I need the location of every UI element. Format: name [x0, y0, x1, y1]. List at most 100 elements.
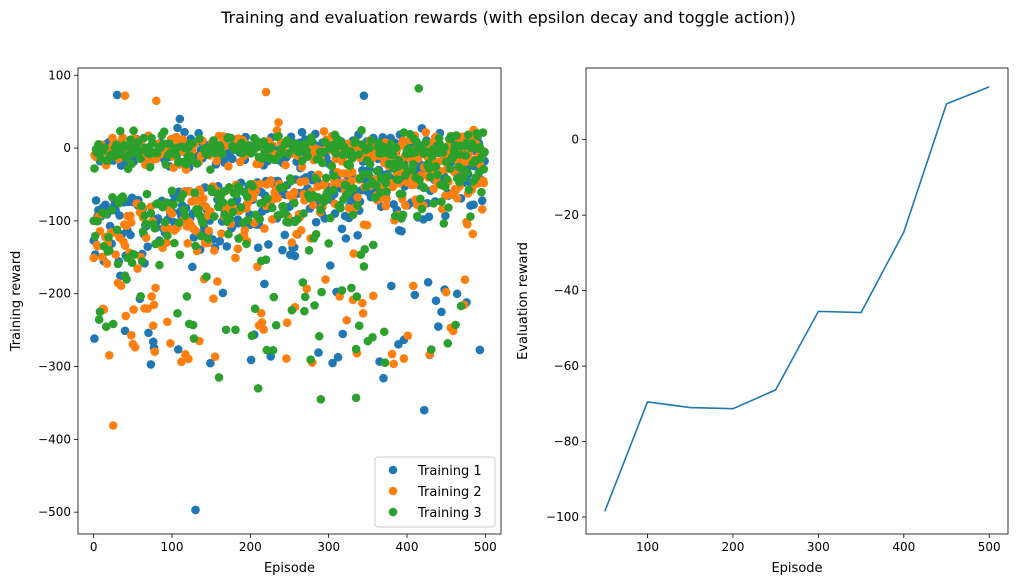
scatter-point: [126, 135, 135, 144]
scatter-point: [362, 220, 372, 230]
scatter-point: [113, 259, 123, 269]
scatter-point: [311, 173, 320, 183]
legend-label: Training 3: [417, 506, 482, 521]
scatter-point: [401, 201, 410, 210]
scatter-point: [206, 165, 215, 174]
scatter-point: [183, 239, 192, 248]
scatter-point: [134, 148, 144, 157]
scatter-point: [202, 272, 211, 281]
scatter-point: [354, 321, 364, 331]
scatter-point: [354, 150, 363, 159]
scatter-point: [439, 219, 449, 228]
scatter-point: [224, 162, 233, 171]
scatter-point: [112, 225, 122, 235]
scatter-point: [360, 245, 370, 254]
scatter-point: [173, 123, 182, 133]
legend-marker: [388, 486, 398, 496]
scatter-point: [210, 352, 220, 361]
scatter-point: [108, 319, 118, 329]
scatter-point: [353, 192, 362, 202]
scatter-point: [195, 134, 204, 143]
scatter-point: [231, 325, 240, 335]
scatter-point: [225, 214, 235, 223]
x-tick-label: 0: [90, 540, 98, 554]
scatter-point: [287, 238, 297, 247]
scatter-point: [324, 239, 333, 248]
scatter-point: [403, 331, 413, 340]
scatter-point: [410, 290, 420, 300]
scatter-point: [233, 244, 243, 254]
scatter-point: [297, 127, 307, 137]
x-tick-label: 400: [396, 540, 419, 554]
scatter-point: [231, 253, 240, 263]
scatter-point: [469, 200, 478, 209]
scatter-point: [290, 251, 300, 261]
scatter-point: [143, 304, 153, 313]
scatter-point: [342, 315, 351, 325]
scatter-point: [287, 305, 297, 315]
scatter-point: [147, 292, 156, 301]
scatter-point: [369, 291, 378, 301]
scatter-point: [105, 246, 114, 255]
scatter-point: [248, 181, 257, 191]
scatter-point: [451, 320, 460, 330]
scatter-point: [141, 219, 151, 229]
scatter-point: [209, 294, 218, 304]
x-tick-label: 500: [474, 540, 497, 554]
scatter-point: [142, 189, 152, 199]
scatter-point: [283, 149, 293, 158]
scatter-point: [349, 184, 359, 193]
scatter-point: [130, 250, 139, 259]
scatter-point: [259, 325, 268, 334]
scatter-point: [226, 133, 236, 143]
scatter-point: [278, 245, 287, 255]
series-3: [89, 84, 489, 404]
scatter-point: [328, 358, 337, 368]
scatter-point: [300, 177, 310, 186]
scatter-point: [434, 322, 443, 331]
scatter-point: [281, 209, 290, 218]
scatter-point: [101, 200, 110, 210]
scatter-point: [311, 217, 321, 227]
scatter-point: [240, 225, 250, 235]
scatter-point: [170, 238, 179, 248]
scatter-point: [150, 223, 160, 233]
scatter-point: [394, 175, 403, 185]
scatter-point: [280, 230, 290, 240]
scatter-point: [353, 201, 362, 210]
scatter-point: [319, 127, 329, 136]
scatter-point: [357, 126, 366, 135]
scatter-point: [341, 234, 351, 243]
scatter-point: [417, 204, 427, 214]
scatter-point: [299, 209, 308, 218]
scatter-point: [224, 229, 233, 239]
scatter-point: [322, 173, 331, 183]
scatter-point: [351, 393, 361, 403]
scatter-point: [159, 127, 169, 136]
scatter-point: [353, 230, 362, 240]
scatter-point: [155, 260, 164, 270]
scatter-point: [217, 229, 226, 238]
scatter-point: [351, 344, 361, 354]
scatter-point: [314, 331, 324, 341]
scatter-point: [173, 345, 183, 354]
scatter-point: [163, 317, 172, 327]
scatter-point: [192, 159, 202, 168]
scatter-point: [273, 193, 283, 203]
scatter-point: [242, 239, 251, 249]
scatter-point: [467, 139, 477, 148]
scatter-point: [364, 169, 373, 179]
scatter-point: [463, 220, 472, 229]
scatter-points: [89, 84, 489, 515]
scatter-point: [480, 147, 489, 157]
scatter-point: [441, 182, 450, 191]
scatter-point: [120, 326, 130, 336]
scatter-point: [281, 160, 290, 170]
scatter-point: [347, 154, 357, 163]
scatter-point: [424, 212, 434, 222]
scatter-point: [278, 201, 288, 211]
scatter-point: [121, 311, 131, 321]
scatter-point: [178, 135, 188, 144]
scatter-point: [477, 187, 486, 197]
scatter-point: [144, 328, 153, 338]
